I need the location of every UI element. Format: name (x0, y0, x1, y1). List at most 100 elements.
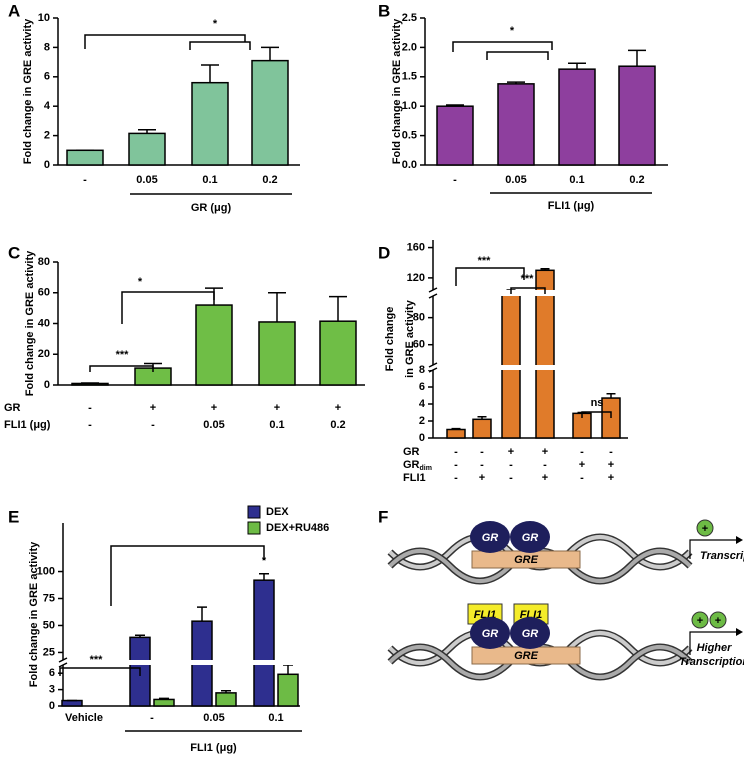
significance-label: * (510, 25, 515, 37)
row-value: - (580, 446, 584, 458)
x-axis-title: FLI1 (μg) (190, 742, 237, 754)
panel-label: C (8, 243, 20, 262)
row-value: - (609, 446, 613, 458)
x-tick-label: - (150, 712, 154, 724)
y-tick-label: 4 (44, 100, 51, 112)
panel: A 0 2 4 6 8 10 Fold change in GRE activity - 0.05… (8, 1, 300, 214)
y-tick-label: 1.5 (402, 71, 417, 83)
row-value: + (211, 402, 217, 414)
transcription-label: Higher (697, 642, 733, 654)
bar (195, 304, 233, 386)
bar (319, 320, 357, 386)
bar (497, 83, 535, 166)
significance-bracket (121, 291, 215, 324)
arrow (689, 631, 736, 655)
row-label: GRdim (403, 459, 432, 472)
y-tick-label: 60 (413, 339, 425, 351)
bar (258, 321, 296, 386)
break-mark (428, 367, 438, 373)
transcription-label: Transcription (679, 656, 744, 668)
row-value: + (274, 402, 280, 414)
y-tick-label: 0 (44, 159, 50, 171)
y-tick-label: 0 (44, 379, 50, 391)
row-value: + (542, 472, 548, 484)
error-bar (446, 104, 464, 107)
x-tick-label: - (453, 174, 457, 186)
gr-protein (510, 617, 550, 649)
y-tick-label: 160 (407, 241, 425, 253)
y-axis-title: Fold change in GRE activity (24, 250, 36, 396)
bar (618, 65, 656, 166)
y-tick-label: 100 (37, 565, 55, 577)
gre-label: GRE (514, 650, 539, 662)
row-value: - (480, 459, 484, 471)
gr-protein (470, 617, 510, 649)
bar (66, 149, 104, 166)
gr-protein (510, 521, 550, 553)
row-label-sub: dim (420, 465, 432, 472)
gr-label: GR (522, 628, 539, 640)
y-tick-label: 8 (419, 364, 425, 376)
significance-label: ns (591, 397, 604, 409)
row-value: - (580, 472, 584, 484)
product (696, 519, 714, 537)
bar (61, 699, 83, 707)
bar (558, 68, 596, 166)
row-value: 0.05 (203, 419, 224, 431)
y-tick-label: 8 (44, 41, 50, 53)
error-bar (259, 572, 269, 581)
bar (277, 673, 299, 707)
gr-label: GR (522, 532, 539, 544)
y-tick-label: 10 (38, 12, 50, 24)
y-axis-title: Fold change in GRE activity (28, 541, 40, 687)
row-label: FLI1 (μg) (4, 419, 51, 431)
y-tick-label: 2.5 (402, 12, 417, 24)
axis-break (425, 365, 628, 370)
significance-bracket (581, 411, 612, 418)
panel: D 0 2 4 6 8 60 80 120 160 Fold change in GRE activi… (378, 240, 628, 484)
row-value: - (454, 472, 458, 484)
break-mark (58, 662, 68, 668)
product (691, 611, 709, 629)
error-bar (261, 46, 279, 61)
x-tick-label: Vehicle (65, 712, 103, 724)
y-tick-label: 0.5 (402, 130, 417, 142)
legend-label: DEX (266, 506, 289, 518)
x-axis-title: GR (μg) (191, 202, 232, 214)
row-label: GR (403, 446, 420, 458)
y-tick-label: 6 (419, 381, 425, 393)
bar (446, 428, 466, 439)
significance-bracket (84, 34, 246, 49)
y-tick-label: 0.0 (402, 159, 417, 171)
error-bar (628, 49, 646, 67)
y-tick-label: 50 (43, 619, 55, 631)
gr-protein (470, 521, 510, 553)
row-label-text: FLI1 (403, 472, 426, 484)
panel-f-diagram: F GRE GR GR + Transcription GRE FLI1 FLI… (378, 507, 744, 681)
row-value: - (88, 402, 92, 414)
break-mark (428, 293, 438, 299)
plus: + (702, 523, 708, 535)
x-tick-label: - (83, 174, 87, 186)
row-value: - (454, 446, 458, 458)
significance-bracket (89, 365, 154, 372)
significance-bracket (486, 51, 549, 60)
error-bar (507, 81, 525, 84)
break-mark (58, 657, 68, 663)
bar (253, 579, 275, 707)
error-bar (138, 128, 156, 134)
panel-label: E (8, 507, 19, 526)
axis-break (55, 660, 300, 665)
panel-label: F (378, 507, 388, 526)
y-tick-label: 2 (419, 415, 425, 427)
row-label-text: GR (4, 402, 21, 414)
y-axis-title: in GRE activity (404, 299, 416, 378)
error-bar (540, 268, 550, 271)
y-tick-label: 25 (43, 646, 55, 658)
y-tick-label: 6 (49, 667, 55, 679)
y-tick-label: 4 (419, 398, 426, 410)
panel-label: D (378, 243, 390, 262)
error-bar (221, 689, 231, 693)
